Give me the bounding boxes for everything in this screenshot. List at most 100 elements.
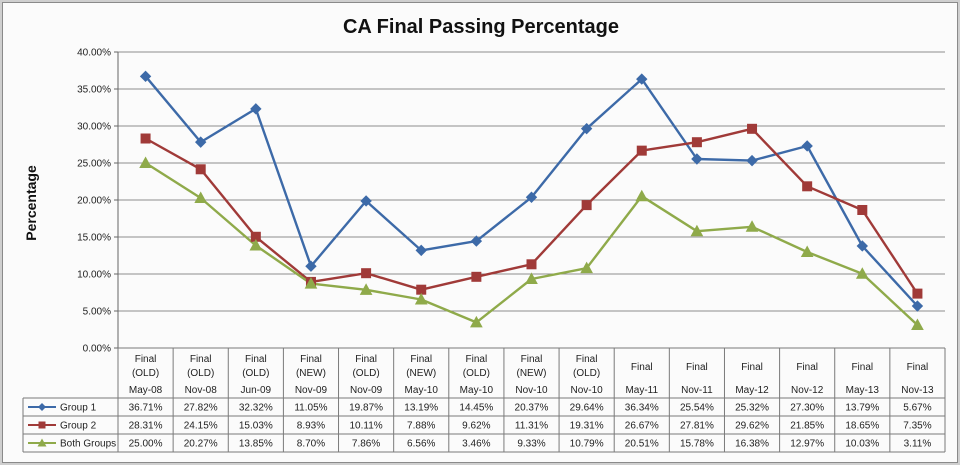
group-2-point: [636, 145, 647, 156]
y-tick-label: 20.00%: [77, 196, 111, 207]
both-groups-point: [635, 189, 649, 202]
data-value: 11.05%: [294, 403, 327, 414]
group-2-point: [140, 133, 151, 144]
category-line1: Final: [410, 354, 432, 365]
category-header: Final (OLD) Nov-10: [571, 354, 604, 396]
group-2-point: [361, 268, 372, 279]
category-header: Final May-13: [846, 362, 880, 396]
group-1-point: [746, 154, 758, 167]
y-axis-label: Percentage: [23, 165, 39, 241]
both-groups-point: [470, 315, 483, 328]
category-header: Final (OLD) Jun-09: [241, 354, 272, 396]
group-1-point: [801, 140, 813, 152]
line-chart: CA Final Passing Percentage Percentage 0…: [22, 16, 946, 453]
both-groups-point: [911, 318, 924, 330]
data-value: 8.70%: [297, 439, 325, 450]
group-1-point: [525, 191, 538, 203]
category-header: Final Nov-11: [681, 362, 713, 396]
y-tick-label: 30.00%: [77, 122, 111, 133]
both-groups-point: [525, 272, 538, 284]
group-2-point: [471, 271, 482, 282]
category-header: Final May-12: [735, 362, 769, 396]
category-line1: Final: [686, 362, 708, 373]
both-groups-point: [359, 283, 373, 295]
category-header: Final Nov-13: [901, 362, 934, 396]
category-line1: Final: [466, 354, 488, 365]
category-date: Nov-08: [185, 385, 218, 396]
category-date: May-12: [735, 385, 769, 396]
group-1-point: [305, 260, 317, 272]
data-value: 21.85%: [790, 421, 824, 432]
category-header: Final (OLD) May-10: [460, 354, 494, 396]
data-value: 13.19%: [404, 403, 438, 414]
category-line1: Final: [907, 362, 929, 373]
group-2-point: [691, 137, 702, 148]
data-value: 20.27%: [184, 439, 218, 450]
y-tick-label: 0.00%: [83, 344, 111, 355]
category-date: Nov-09: [295, 385, 328, 396]
both-groups-point: [855, 267, 869, 279]
data-value: 13.79%: [845, 403, 879, 414]
data-value: 13.85%: [239, 439, 273, 450]
both-groups-point: [580, 261, 593, 274]
category-line1: Final: [631, 362, 653, 373]
legend-key-marker: [37, 438, 47, 447]
data-value: 10.79%: [570, 439, 604, 450]
legend-series-name: Group 1: [60, 403, 97, 414]
data-value: 9.33%: [517, 439, 545, 450]
data-value: 7.88%: [407, 421, 435, 432]
category-date: May-10: [405, 385, 439, 396]
category-date: May-08: [129, 385, 163, 396]
y-tick-label: 15.00%: [77, 233, 111, 244]
both-groups-point: [800, 245, 814, 258]
category-date: Nov-11: [681, 385, 713, 396]
y-tick-label: 10.00%: [77, 270, 111, 281]
group-2-point: [416, 284, 427, 295]
group-1-line: [144, 75, 919, 307]
data-value: 20.51%: [625, 439, 659, 450]
category-line2: (NEW): [406, 368, 436, 379]
data-value: 27.82%: [184, 403, 218, 414]
group-1-point: [194, 136, 207, 148]
group-1-point: [856, 240, 869, 252]
group-1-point: [911, 300, 924, 312]
legend-key-marker: [38, 421, 46, 429]
data-value: 15.78%: [680, 439, 714, 450]
both-groups-point: [690, 224, 704, 237]
data-value: 11.31%: [515, 421, 548, 432]
category-header: Final May-11: [625, 362, 658, 396]
category-line1: Final: [135, 354, 157, 365]
category-header: Final (NEW) Nov-09: [295, 354, 328, 396]
data-value: 8.93%: [297, 421, 325, 432]
category-date: Nov-12: [791, 385, 824, 396]
data-value: 18.65%: [845, 421, 879, 432]
data-value: 14.45%: [459, 403, 493, 414]
y-tick-label: 25.00%: [77, 159, 111, 170]
chart-title: CA Final Passing Percentage: [343, 16, 619, 38]
both-groups-line: [144, 161, 919, 326]
data-value: 25.32%: [735, 403, 769, 414]
category-date: Nov-10: [571, 385, 604, 396]
both-groups-point: [414, 292, 428, 305]
data-value: 29.64%: [570, 403, 604, 414]
data-value: 36.71%: [129, 403, 163, 414]
category-line1: Final: [521, 354, 543, 365]
y-tick-label: 35.00%: [77, 85, 111, 96]
group-2-point: [912, 288, 923, 299]
category-line1: Final: [851, 362, 873, 373]
data-value: 25.54%: [680, 403, 714, 414]
group-1-point: [691, 153, 703, 165]
data-value: 27.30%: [790, 403, 824, 414]
category-line1: Final: [796, 362, 818, 373]
category-header: Final Nov-12: [791, 362, 824, 396]
group-1-point: [415, 244, 427, 257]
category-date: Nov-09: [350, 385, 383, 396]
category-date: May-11: [625, 385, 658, 396]
category-line2: (OLD): [242, 368, 269, 379]
group-2-point: [195, 164, 206, 175]
data-value: 10.03%: [845, 439, 879, 450]
category-line2: (OLD): [463, 368, 490, 379]
category-line2: (OLD): [187, 368, 214, 379]
legend-series-name: Group 2: [60, 421, 97, 432]
